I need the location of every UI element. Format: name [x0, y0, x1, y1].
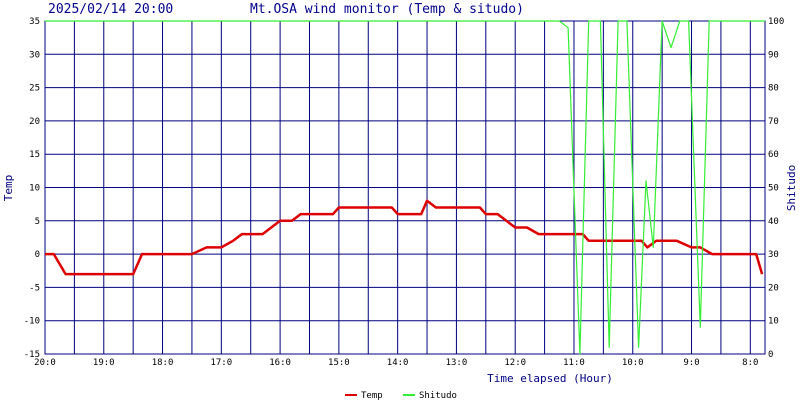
y-axis-label-left: Temp: [2, 175, 15, 202]
y-tick-label-left: -15: [24, 350, 40, 360]
y-tick-label-left: 15: [29, 150, 40, 160]
x-axis-label: Time elapsed (Hour): [487, 372, 613, 385]
y-tick-label-left: 20: [29, 117, 40, 127]
y-tick-label-right: 60: [768, 150, 779, 160]
y-tick-label-right: 10: [768, 317, 779, 327]
y-tick-label-right: 50: [768, 184, 779, 194]
y-tick-label-left: 25: [29, 84, 40, 94]
y-tick-label-left: 0: [35, 250, 40, 260]
series-lines: [45, 20, 765, 355]
y-tick-label-right: 40: [768, 217, 779, 227]
x-tick-label: 9:0: [683, 358, 699, 368]
y-tick-label-right: 80: [768, 84, 779, 94]
y-tick-label-right: 0: [768, 350, 773, 360]
legend-temp-label: Temp: [361, 391, 383, 400]
x-tick-label: 20:0: [34, 358, 56, 368]
x-tick-label: 11:0: [563, 358, 585, 368]
y-tick-label-left: 35: [29, 17, 40, 27]
y-tick-label-left: -5: [29, 283, 40, 293]
x-tick-label: 19:0: [93, 358, 115, 368]
y-tick-label-left: 5: [35, 217, 40, 227]
y-tick-label-right: 100: [768, 17, 784, 27]
series-line-shitudo: [45, 20, 765, 355]
y-tick-label-right: 30: [768, 250, 779, 260]
legend: Temp Shitudo: [345, 391, 457, 400]
x-tick-label: 18:0: [152, 358, 174, 368]
x-tick-label: 14:0: [387, 358, 409, 368]
y-tick-label-left: 10: [29, 184, 40, 194]
x-tick-label: 13:0: [446, 358, 468, 368]
y-tick-label-left: 30: [29, 50, 40, 60]
x-ticks: 20:0 19:0 18:0 17:0 16:0 15:0 14:0 13:0 12:0 11:0…: [34, 358, 758, 368]
x-tick-label: 15:0: [328, 358, 350, 368]
y-axis-label-right: Shitudo: [785, 165, 798, 211]
grid: [44, 20, 765, 355]
x-tick-label: 12:0: [504, 358, 526, 368]
x-tick-label: 17:0: [210, 358, 232, 368]
x-tick-label: 10:0: [622, 358, 644, 368]
y-tick-label-right: 90: [768, 50, 779, 60]
x-tick-label: 8:0: [742, 358, 758, 368]
y-tick-label-right: 20: [768, 283, 779, 293]
chart-title: Mt.OSA wind monitor (Temp & situdo): [250, 2, 524, 17]
legend-shitudo-label: Shitudo: [419, 391, 457, 400]
chart-datetime: 2025/02/14 20:00: [48, 2, 173, 17]
x-tick-label: 16:0: [269, 358, 291, 368]
y-ticks-left: 35 30 25 20 15 10 5 0 -5 -10 -15: [24, 17, 40, 360]
y-tick-label-right: 70: [768, 117, 779, 127]
y-tick-label-left: -10: [24, 317, 40, 327]
